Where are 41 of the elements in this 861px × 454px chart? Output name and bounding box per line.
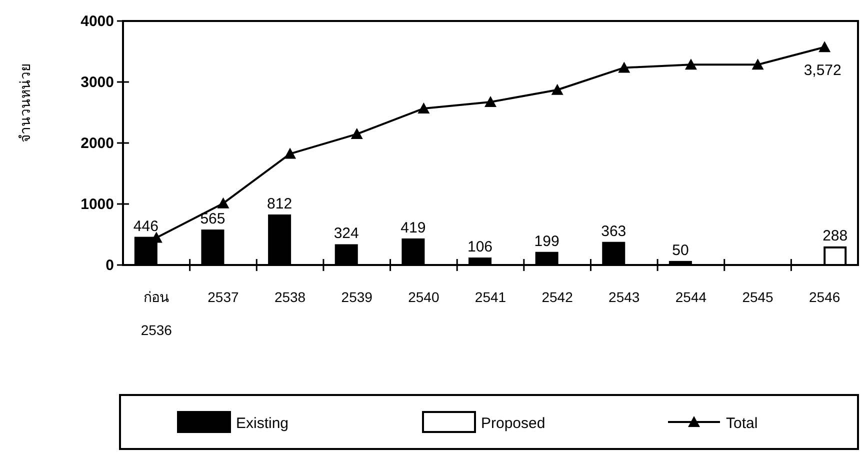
data-label: 812 xyxy=(267,195,292,212)
point xyxy=(818,41,831,52)
data-label: 106 xyxy=(467,238,493,256)
x-tick-label: 2542 xyxy=(542,289,574,305)
legend-label: Existing xyxy=(236,415,289,432)
point xyxy=(551,84,564,95)
category-label: ก่อน 2536 xyxy=(140,289,172,338)
data-label: 324 xyxy=(334,225,359,242)
y-tick-label: 3000 xyxy=(80,74,114,91)
x-tick-label: 2545 xyxy=(742,289,774,305)
point xyxy=(418,102,430,114)
x-tick-label: 2539 xyxy=(341,289,373,305)
data-label: 446 xyxy=(133,218,158,235)
point xyxy=(217,197,230,208)
y-tick-label: 2000 xyxy=(80,135,114,152)
x-tick-label: 2546 xyxy=(809,289,840,305)
x-tick-label: 2544 xyxy=(675,289,707,305)
point xyxy=(684,58,697,70)
y-tick-label: 4000 xyxy=(80,13,114,30)
x-tick-label: 2537 xyxy=(208,289,240,305)
data-label: 199 xyxy=(534,232,560,250)
data-label: 419 xyxy=(400,219,426,236)
x-tick-label: 2540 xyxy=(408,289,440,305)
data-label: 3,572 xyxy=(804,62,842,80)
y-tick-label: 1000 xyxy=(80,196,114,213)
point xyxy=(484,96,496,108)
legend-label: Proposed xyxy=(481,415,546,432)
point xyxy=(752,58,764,70)
x-tick-label: 2543 xyxy=(608,289,640,305)
data-label: 50 xyxy=(672,242,689,259)
legend-label: Total xyxy=(726,415,758,432)
point xyxy=(284,148,296,159)
y-axis-title: จำนวนหน่วย xyxy=(17,64,33,142)
y-tick-label: 0 xyxy=(106,257,114,274)
data-label: 288 xyxy=(822,227,848,244)
point xyxy=(618,62,630,73)
data-label: 565 xyxy=(200,210,226,228)
x-tick-label: 2541 xyxy=(474,289,506,305)
x-tick-label: 2538 xyxy=(274,289,306,305)
point xyxy=(350,128,363,140)
data-label: 363 xyxy=(601,222,626,240)
